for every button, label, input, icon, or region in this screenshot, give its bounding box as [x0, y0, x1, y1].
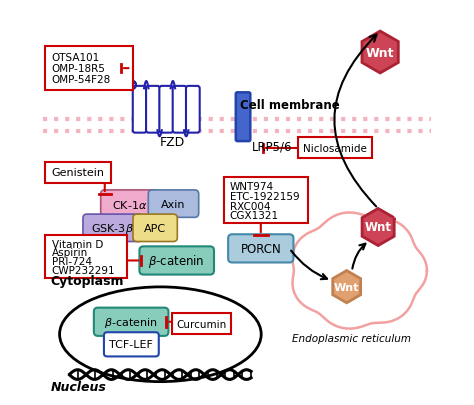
Text: Vitamin D: Vitamin D	[52, 239, 103, 249]
Text: Wnt: Wnt	[365, 221, 392, 234]
Text: CGX1321: CGX1321	[230, 211, 279, 221]
Text: APC: APC	[144, 223, 166, 233]
Text: WNT974: WNT974	[230, 182, 274, 192]
Text: Endoplasmic reticulum: Endoplasmic reticulum	[292, 333, 411, 343]
Text: Axin: Axin	[161, 199, 186, 209]
FancyBboxPatch shape	[146, 87, 160, 133]
Text: OTSA101: OTSA101	[52, 53, 100, 63]
Text: CWP232291: CWP232291	[52, 266, 115, 275]
Text: PORCN: PORCN	[240, 242, 281, 255]
FancyBboxPatch shape	[186, 87, 200, 133]
Text: Wnt: Wnt	[334, 282, 359, 292]
FancyBboxPatch shape	[45, 235, 127, 279]
Text: Nucleus: Nucleus	[51, 380, 107, 393]
Text: LRP5/6: LRP5/6	[252, 141, 292, 153]
Polygon shape	[333, 271, 361, 303]
FancyBboxPatch shape	[31, 0, 443, 405]
FancyBboxPatch shape	[133, 87, 146, 133]
Text: Cytoplasm: Cytoplasm	[51, 275, 124, 288]
FancyBboxPatch shape	[100, 190, 158, 218]
Text: Genistein: Genistein	[51, 168, 104, 178]
FancyBboxPatch shape	[298, 138, 372, 159]
FancyBboxPatch shape	[139, 247, 214, 275]
Text: GSK-3$\beta$: GSK-3$\beta$	[91, 221, 134, 235]
FancyBboxPatch shape	[94, 308, 168, 336]
FancyBboxPatch shape	[224, 178, 308, 224]
Text: Wnt: Wnt	[366, 47, 394, 60]
FancyBboxPatch shape	[173, 87, 186, 133]
Text: OMP-18R5: OMP-18R5	[52, 64, 105, 74]
Text: FZD: FZD	[160, 136, 185, 149]
Text: CK-1$\alpha$: CK-1$\alpha$	[112, 198, 147, 210]
FancyBboxPatch shape	[228, 234, 293, 263]
FancyBboxPatch shape	[83, 215, 143, 242]
Text: Cell membrane: Cell membrane	[239, 99, 339, 112]
Text: OMP-54F28: OMP-54F28	[52, 75, 111, 85]
Text: $\beta$-catenin: $\beta$-catenin	[104, 315, 158, 329]
Text: Curcumin: Curcumin	[176, 319, 226, 329]
Polygon shape	[362, 209, 394, 246]
FancyBboxPatch shape	[159, 87, 173, 133]
Text: PRI-724: PRI-724	[52, 257, 91, 266]
FancyBboxPatch shape	[148, 190, 199, 218]
FancyBboxPatch shape	[45, 47, 133, 91]
FancyBboxPatch shape	[104, 333, 159, 356]
Text: $\beta$-catenin: $\beta$-catenin	[148, 252, 205, 269]
Polygon shape	[362, 32, 398, 74]
Text: ETC-1922159: ETC-1922159	[230, 192, 300, 201]
FancyBboxPatch shape	[172, 313, 230, 335]
Text: TCF-LEF: TCF-LEF	[109, 339, 153, 350]
Ellipse shape	[60, 287, 261, 382]
FancyBboxPatch shape	[45, 162, 111, 183]
Text: Aspirin: Aspirin	[52, 248, 88, 258]
Text: RXC004: RXC004	[230, 201, 270, 211]
FancyBboxPatch shape	[133, 215, 177, 242]
FancyBboxPatch shape	[236, 93, 250, 142]
Text: Niclosamide: Niclosamide	[303, 144, 367, 153]
